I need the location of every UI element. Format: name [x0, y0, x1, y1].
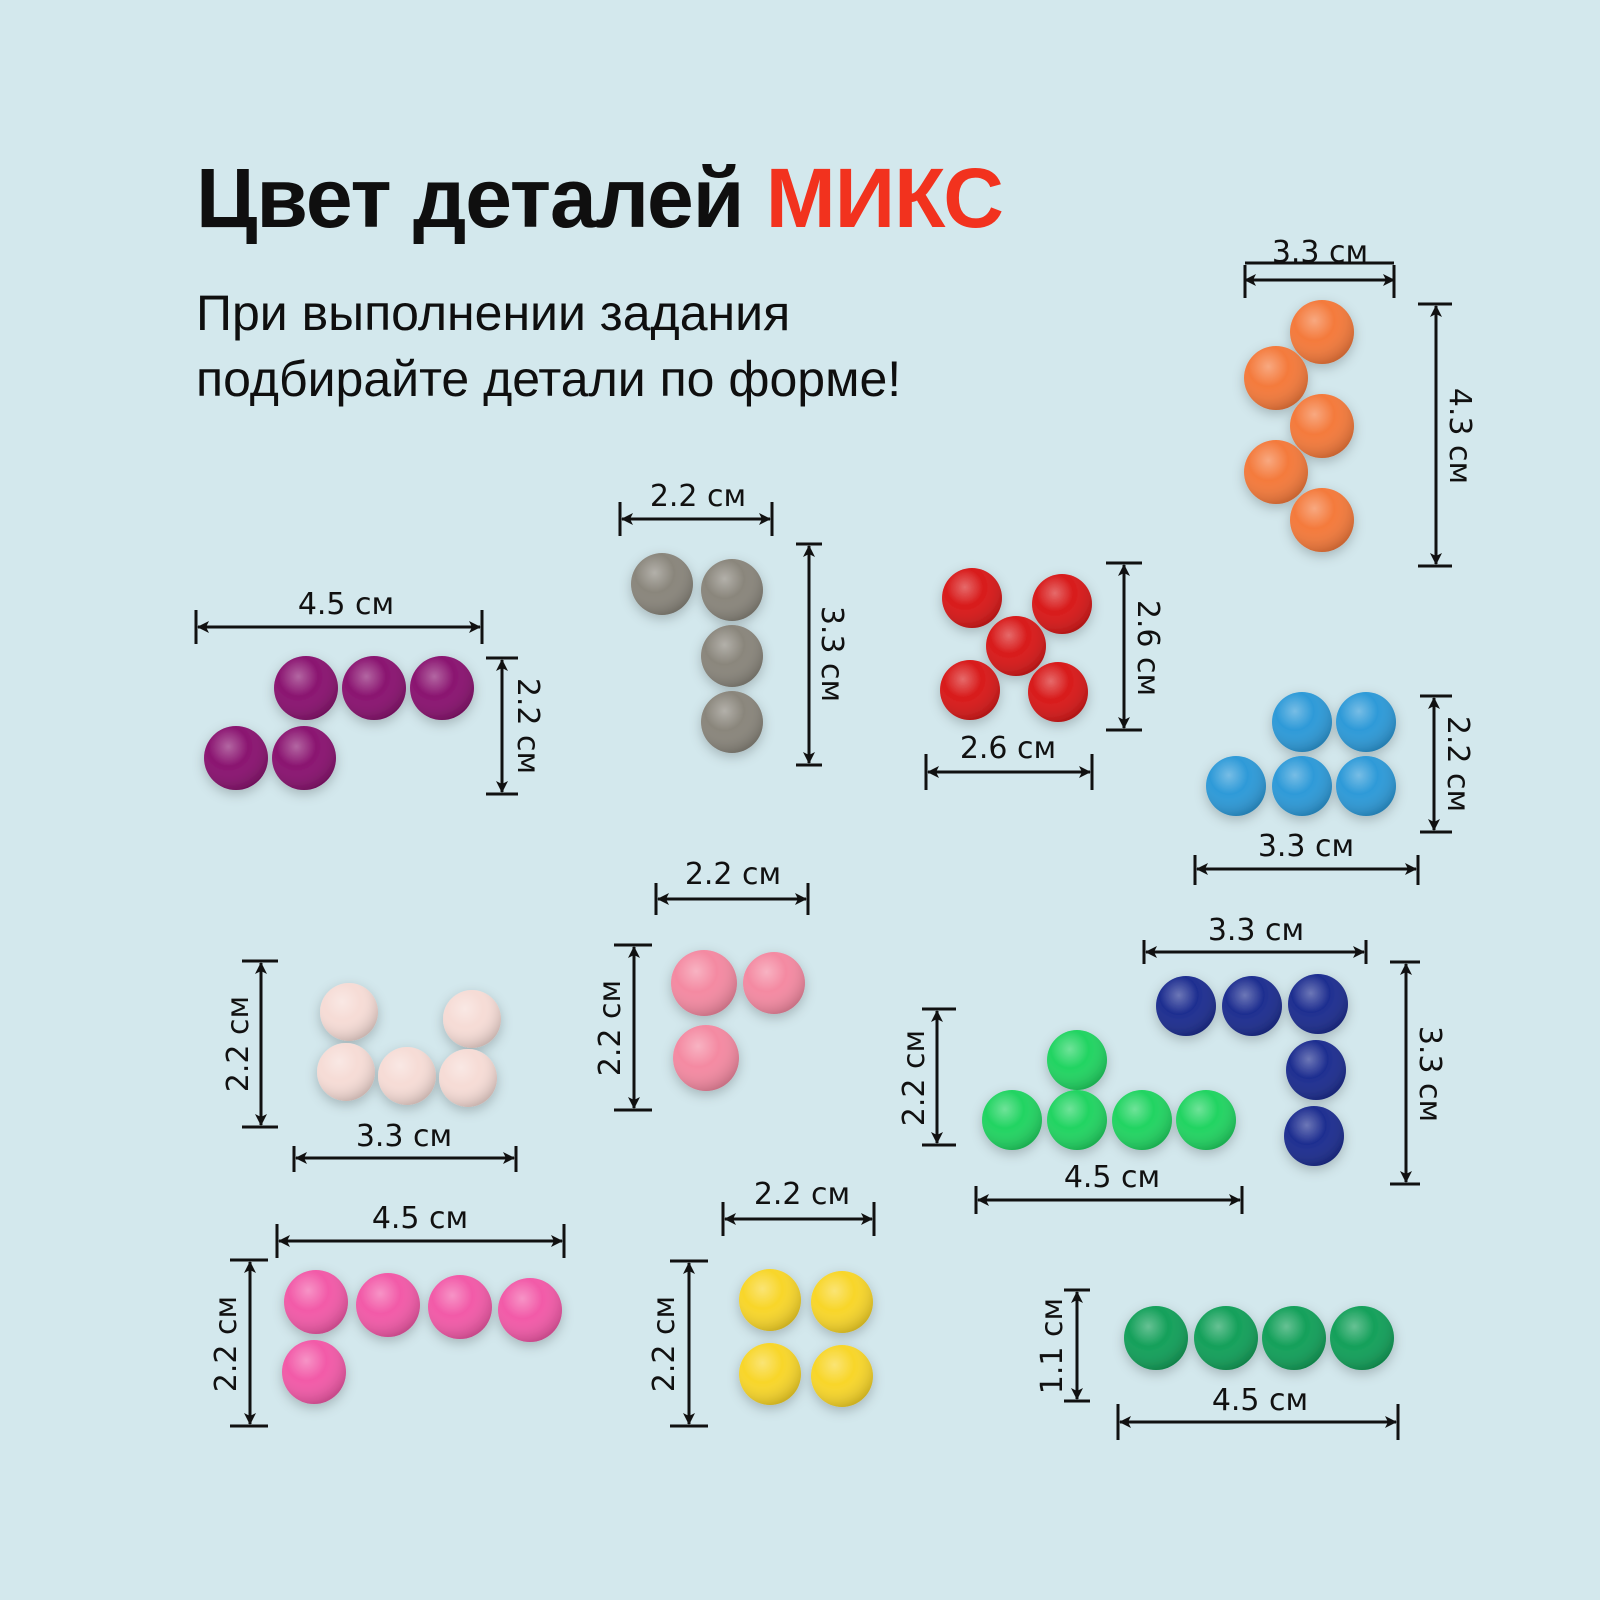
- piece-yellow: [739, 1269, 873, 1407]
- svg-text:4.5 см: 4.5 см: [298, 587, 394, 622]
- subtitle: При выполнении задания подбирайте детали…: [196, 280, 901, 412]
- svg-text:4.5 см: 4.5 см: [1064, 1160, 1160, 1195]
- piece-magenta: [282, 1270, 562, 1404]
- dimension-magenta-height: 2.2 см: [209, 1258, 268, 1428]
- dimension-pink-width: 2.2 см: [654, 857, 810, 915]
- svg-text:3.3 см: 3.3 см: [1258, 829, 1354, 864]
- dimension-cream-height: 2.2 см: [221, 959, 278, 1129]
- dimension-navy-height: 3.3 см: [1390, 960, 1447, 1186]
- piece-pink: [671, 950, 805, 1091]
- subtitle-line-2: подбирайте детали по форме!: [196, 351, 902, 407]
- piece-navy: [1156, 974, 1348, 1166]
- page-title: Цвет деталей МИКС: [196, 150, 1004, 247]
- dimension-magenta-width: 4.5 см: [275, 1201, 566, 1258]
- piece-orange: [1244, 300, 1354, 552]
- title-accent: МИКС: [765, 151, 1004, 245]
- dimension-orange-width: 3.3 см: [1243, 235, 1396, 298]
- dimension-green-width: 4.5 см: [1116, 1383, 1400, 1440]
- dimension-gray-width: 2.2 см: [618, 479, 774, 536]
- dimension-light-blue-height: 2.2 см: [1420, 694, 1475, 834]
- piece-green: [1124, 1306, 1394, 1370]
- title-main: Цвет деталей: [196, 151, 744, 245]
- svg-text:4.5 см: 4.5 см: [372, 1201, 468, 1236]
- svg-text:2.2 см: 2.2 см: [897, 1030, 932, 1126]
- svg-text:2.2 см: 2.2 см: [510, 678, 545, 774]
- svg-text:2.2 см: 2.2 см: [685, 857, 781, 892]
- svg-text:2.2 см: 2.2 см: [1440, 716, 1475, 812]
- svg-text:4.5 см: 4.5 см: [1212, 1383, 1308, 1418]
- svg-text:3.3 см: 3.3 см: [356, 1119, 452, 1154]
- svg-text:3.3 см: 3.3 см: [814, 606, 849, 702]
- svg-text:2.2 см: 2.2 см: [647, 1296, 682, 1392]
- piece-gray: [631, 553, 763, 753]
- dimension-lime-green-width: 4.5 см: [974, 1160, 1244, 1214]
- svg-text:3.3 см: 3.3 см: [1272, 235, 1368, 270]
- dimension-light-blue-width: 3.3 см: [1193, 829, 1420, 885]
- dimension-gray-height: 3.3 см: [796, 542, 849, 767]
- dimension-red-width: 2.6 см: [924, 731, 1094, 790]
- subtitle-line-1: При выполнении задания: [196, 285, 791, 341]
- dimension-green-height: 1.1 см: [1035, 1288, 1090, 1403]
- dimension-pink-height: 2.2 см: [593, 943, 652, 1112]
- dimension-purple-height: 2.2 см: [486, 656, 545, 796]
- svg-text:2.2 см: 2.2 см: [650, 479, 746, 514]
- piece-lime-green: [982, 1030, 1236, 1150]
- svg-text:2.2 см: 2.2 см: [209, 1296, 244, 1392]
- piece-red: [940, 568, 1092, 722]
- dimension-orange-height: 4.3 см: [1418, 302, 1477, 568]
- piece-light-blue: [1206, 692, 1396, 816]
- svg-text:3.3 см: 3.3 см: [1412, 1026, 1447, 1122]
- dimension-cream-width: 3.3 см: [292, 1119, 518, 1172]
- svg-text:2.2 см: 2.2 см: [593, 980, 628, 1076]
- piece-cream: [317, 983, 501, 1107]
- dimension-yellow-height: 2.2 см: [647, 1259, 708, 1428]
- svg-text:2.2 см: 2.2 см: [221, 996, 256, 1092]
- dimension-red-height: 2.6 см: [1106, 561, 1165, 732]
- dimension-purple-width: 4.5 см: [194, 587, 484, 644]
- svg-text:3.3 см: 3.3 см: [1208, 913, 1304, 948]
- svg-text:4.3 см: 4.3 см: [1442, 388, 1477, 484]
- dimension-navy-width: 3.3 см: [1142, 913, 1368, 964]
- svg-text:2.6 см: 2.6 см: [960, 731, 1056, 766]
- dimension-lime-green-height: 2.2 см: [897, 1007, 956, 1147]
- svg-text:1.1 см: 1.1 см: [1035, 1298, 1070, 1394]
- svg-text:2.2 см: 2.2 см: [754, 1177, 850, 1212]
- piece-purple: [204, 656, 474, 790]
- dimension-yellow-width: 2.2 см: [721, 1177, 876, 1236]
- svg-text:2.6 см: 2.6 см: [1130, 600, 1165, 696]
